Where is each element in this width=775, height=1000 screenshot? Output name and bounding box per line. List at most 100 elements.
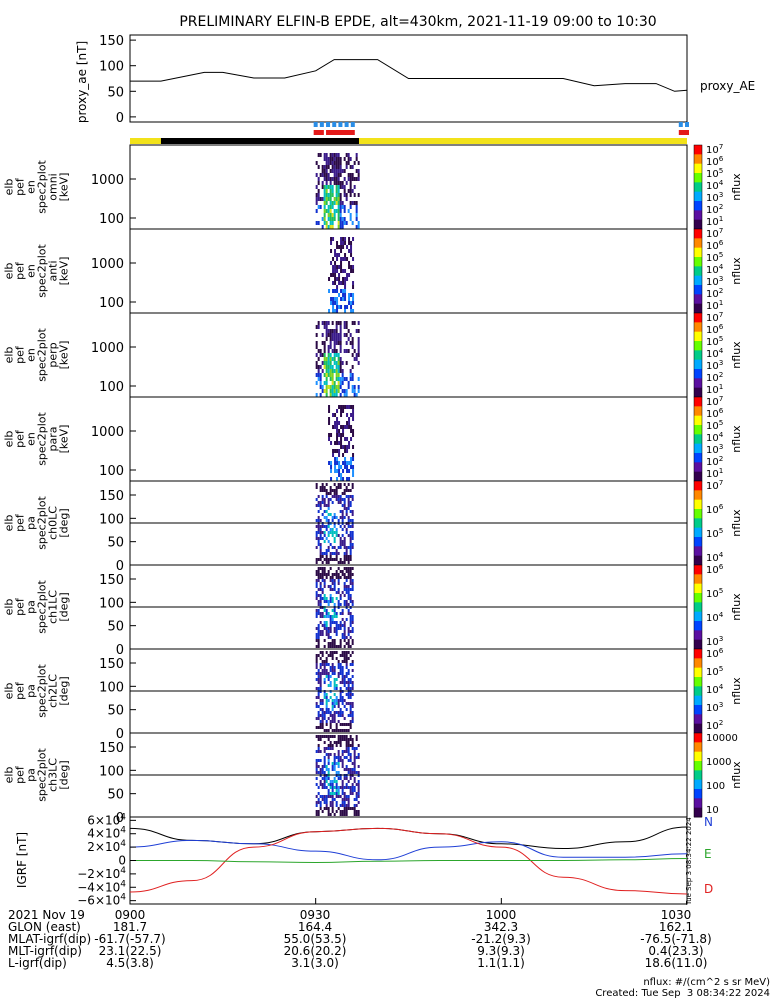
spec-cell xyxy=(345,558,348,561)
spec-cell xyxy=(327,361,330,365)
spec-cell xyxy=(315,705,318,708)
spec-cell xyxy=(343,735,346,738)
spec-cell xyxy=(345,321,348,325)
spec-cell xyxy=(343,483,346,486)
creation-stamp-side: Tue Sep 3 08:34:22 2024 xyxy=(685,817,693,906)
spec-cell xyxy=(325,735,328,738)
spec-cell xyxy=(327,213,330,217)
spec-cell xyxy=(338,429,341,433)
spec-cell xyxy=(315,193,318,197)
colorbar-tick-label: 105 xyxy=(706,526,723,540)
spec-cell xyxy=(337,221,340,225)
spec-cell xyxy=(343,729,346,732)
spec-cell xyxy=(351,639,354,642)
spec-cell xyxy=(329,630,332,633)
spec-cell xyxy=(329,747,332,750)
spec-cell xyxy=(327,642,330,645)
footer-mlt-1030: 0.4(23.3) xyxy=(648,944,704,958)
spec-cell xyxy=(345,165,348,169)
spec-cell xyxy=(335,157,338,161)
spec-cell xyxy=(341,765,344,768)
spec-cell xyxy=(348,301,351,305)
spec-cell xyxy=(350,253,353,257)
spec-cell xyxy=(339,708,342,711)
spec-cell xyxy=(337,762,340,765)
spec-cell xyxy=(315,639,318,642)
spec-cell xyxy=(343,645,346,648)
spec-cell xyxy=(323,169,326,173)
spec-cell xyxy=(329,801,332,804)
spec-cell xyxy=(338,273,341,277)
spec-cell xyxy=(325,630,328,633)
spec-cell xyxy=(336,301,339,305)
spec-cell xyxy=(339,696,342,699)
spec-cell xyxy=(341,561,344,564)
spec-cell xyxy=(349,205,352,209)
spec-cell xyxy=(337,213,340,217)
spec-cell xyxy=(317,609,320,612)
spec-cell xyxy=(347,801,350,804)
spec-cell xyxy=(330,441,333,445)
spec-cell xyxy=(317,516,320,519)
spec-cell xyxy=(344,293,347,297)
spec-cell xyxy=(328,417,331,421)
spec-ytick-label: 1000 xyxy=(91,341,124,356)
spec-cell xyxy=(331,657,334,660)
spec-cell xyxy=(341,381,344,385)
spec-cell xyxy=(317,153,320,157)
spec-cell xyxy=(348,441,351,445)
spec-cell xyxy=(335,534,338,537)
spec-cell xyxy=(335,711,338,714)
spec-cell xyxy=(329,714,332,717)
spec-cell xyxy=(342,409,345,413)
spec-cell xyxy=(337,501,340,504)
spec-cell xyxy=(355,201,358,205)
spec-cell xyxy=(347,381,350,385)
spec-cell xyxy=(335,549,338,552)
spec-cell xyxy=(329,189,332,193)
spec-cell xyxy=(323,516,326,519)
spec-cell xyxy=(325,699,328,702)
spec-cell xyxy=(325,161,328,165)
spec-cell xyxy=(346,425,349,429)
spec-cell xyxy=(339,729,342,732)
spec-cell xyxy=(327,756,330,759)
spec-cell xyxy=(331,645,334,648)
spec-cell xyxy=(332,309,335,313)
spec-cell xyxy=(347,744,350,747)
spec-cell xyxy=(337,603,340,606)
colorbar-segment xyxy=(694,145,702,155)
spec-cell xyxy=(323,193,326,197)
spec-cell xyxy=(315,702,318,705)
spec-cell xyxy=(339,714,342,717)
spec-cell xyxy=(351,768,354,771)
spec-cell xyxy=(317,798,320,801)
spec-cell xyxy=(329,711,332,714)
spec-cell xyxy=(341,169,344,173)
spec-cell xyxy=(325,600,328,603)
spec-cell xyxy=(327,333,330,337)
spec-cell xyxy=(355,169,358,173)
spec-cell xyxy=(335,780,338,783)
spec-cell xyxy=(353,193,356,197)
spec-cell xyxy=(347,771,350,774)
spec-cell xyxy=(345,786,348,789)
spec-cell xyxy=(315,627,318,630)
spec-cell xyxy=(327,321,330,325)
spec-cell xyxy=(321,173,324,177)
spec-cell xyxy=(330,433,333,437)
spec-cell xyxy=(315,594,318,597)
spec-cell xyxy=(317,221,320,225)
spec-cell xyxy=(336,289,339,293)
spec-cell xyxy=(337,353,340,357)
spec-cell xyxy=(351,221,354,225)
spec-cell xyxy=(321,651,324,654)
spec-cell xyxy=(323,381,326,385)
spec-cell xyxy=(350,249,353,253)
spec-cell xyxy=(327,747,330,750)
spec-cell xyxy=(319,573,322,576)
spec-cell xyxy=(335,209,338,213)
spec-cell xyxy=(338,305,341,309)
spec-cell xyxy=(319,699,322,702)
spec-cell xyxy=(335,576,338,579)
